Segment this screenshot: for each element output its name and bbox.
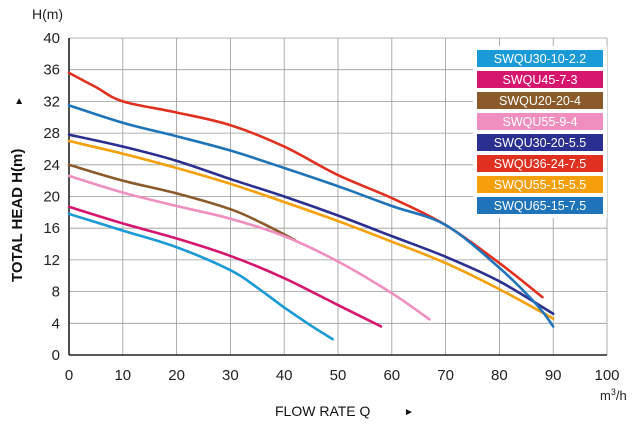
legend-label: SWQU45-7-3 xyxy=(502,73,577,87)
series-line-swqu45-7-3 xyxy=(67,205,383,328)
series-line-swqu20-20-4 xyxy=(67,163,297,242)
y-tick-label: 16 xyxy=(43,220,60,237)
legend-label: SWQU55-15-5.5 xyxy=(494,178,586,192)
legend-swatch xyxy=(477,155,603,172)
x-tick-label: 30 xyxy=(222,367,239,384)
y-axis-label: TOTAL HEAD H(m) xyxy=(9,149,26,282)
series-line-swqu30-20-5.5 xyxy=(67,133,555,316)
x-tick-label: 80 xyxy=(491,367,508,384)
legend-label: SWQU55-9-4 xyxy=(502,115,577,129)
x-tick-label: 0 xyxy=(65,367,73,384)
legend-swatch xyxy=(477,71,603,88)
series-line-swqu55-15-5.5 xyxy=(67,139,555,320)
series-line-swqu55-9-4 xyxy=(67,174,431,321)
x-tick-label: 20 xyxy=(168,367,185,384)
x-tick-label: 50 xyxy=(330,367,347,384)
legend-swatch xyxy=(477,113,603,130)
series-line-swqu65-15-7.5 xyxy=(67,104,555,328)
x-tick-label: 100 xyxy=(594,367,619,384)
legend-swatch xyxy=(477,92,603,109)
x-tick-label: 90 xyxy=(545,367,562,384)
y-tick-label: 8 xyxy=(52,284,60,301)
y-tick-label: 20 xyxy=(43,189,60,206)
y-unit-label: H(m) xyxy=(32,6,63,22)
y-tick-label: 40 xyxy=(43,30,60,47)
legend-swatch xyxy=(477,134,603,151)
series-line-swqu30-10-2.2 xyxy=(67,212,334,341)
legend-swatch xyxy=(477,197,603,214)
legend-label: SWQU65-15-7.5 xyxy=(494,199,586,213)
x-axis-title: FLOW RATE Q ► xyxy=(275,403,414,419)
x-axis-label: FLOW RATE Q xyxy=(275,403,371,419)
legend-label: SWQU36-24-7.5 xyxy=(494,157,586,171)
legend-swatch xyxy=(477,176,603,193)
y-axis-title: TOTAL HEAD H(m) ► xyxy=(9,96,26,282)
legend-label: SWQU30-20-5.5 xyxy=(494,136,586,150)
x-unit-label: m3/h xyxy=(600,387,627,403)
x-tick-label: 60 xyxy=(383,367,400,384)
x-tick-label: 10 xyxy=(114,367,131,384)
y-tick-label: 12 xyxy=(43,252,60,269)
y-tick-label: 4 xyxy=(52,315,60,332)
y-tick-label: 36 xyxy=(43,62,60,79)
legend-label: SWQU30-10-2.2 xyxy=(494,52,586,66)
legend-label: SWQU20-20-4 xyxy=(499,94,581,108)
x-tick-label: 70 xyxy=(437,367,454,384)
y-axis-arrow: ► xyxy=(14,96,25,106)
y-tick-label: 24 xyxy=(43,157,60,174)
legend-swatch xyxy=(477,50,603,67)
y-tick-label: 32 xyxy=(43,93,60,110)
y-tick-label: 28 xyxy=(43,125,60,142)
x-axis-arrow: ► xyxy=(404,407,414,418)
y-tick-label: 0 xyxy=(52,347,60,364)
x-tick-label: 40 xyxy=(276,367,293,384)
